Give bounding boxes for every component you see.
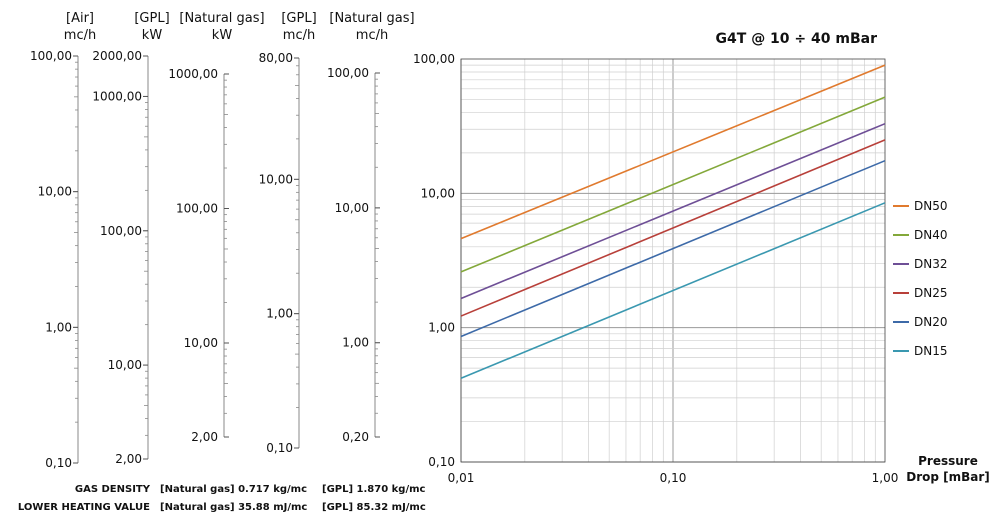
x-axis-label-line2: Drop [mBar] [906, 470, 990, 484]
x-tick-label: 1,00 [872, 471, 899, 485]
scale-tick-label: 100,00 [100, 224, 142, 238]
scale-tick-label: 2,00 [191, 430, 218, 444]
legend-item-dn15: DN15 [893, 344, 948, 358]
scale-header-unit: [GPL] [281, 11, 316, 26]
lower-heating-value-gpl: [GPL] 85.32 mJ/mc [322, 502, 426, 513]
legend-label: DN20 [914, 315, 948, 329]
scale-5: [Natural gas] mc/h 100,00 10,00 1,00 0,20 [327, 11, 415, 444]
scale-tick-label: 0,10 [266, 441, 293, 455]
series-line-dn40 [460, 96, 886, 273]
scale-tick-label: 80,00 [259, 51, 293, 65]
legend: DN50 DN40 DN32 DN25 DN20 DN15 [893, 199, 948, 358]
y-tick-label: 10,00 [421, 186, 455, 200]
scale-header-measure: kW [142, 28, 163, 43]
scale-tick-label: 10,00 [184, 336, 218, 350]
scale-tick-label: 0,10 [45, 456, 72, 470]
scale-header-measure: mc/h [356, 28, 388, 43]
series-line-dn15 [460, 202, 886, 380]
series-lines [460, 64, 886, 380]
footer: GAS DENSITY [Natural gas] 0.717 kg/mc [G… [18, 484, 426, 513]
legend-label: DN25 [914, 286, 948, 300]
legend-item-dn40: DN40 [893, 228, 948, 242]
y-tick-label: 0,10 [428, 455, 455, 469]
scale-tick-label: 1000,00 [92, 89, 142, 103]
grid [460, 59, 885, 463]
scale-tick-label: 1000,00 [168, 67, 218, 81]
series-line-dn50 [460, 64, 886, 240]
y-tick-label: 100,00 [413, 52, 455, 66]
scale-tick-label: 2000,00 [92, 49, 142, 63]
scale-header-measure: mc/h [283, 28, 315, 43]
gas-density-label: GAS DENSITY [75, 484, 151, 495]
lower-heating-value-natural-gas: [Natural gas] 35.88 mJ/mc [160, 502, 307, 513]
chart-title: G4T @ 10 ÷ 40 mBar [716, 31, 878, 47]
series-line-dn20 [460, 159, 886, 338]
x-tick-label: 0,10 [660, 471, 687, 485]
series-line-dn25 [460, 139, 886, 317]
scale-header-measure: kW [212, 28, 233, 43]
scale-tick-label: 10,00 [38, 185, 72, 199]
scale-header-unit: [Natural gas] [329, 11, 414, 26]
scale-tick-label: 100,00 [176, 201, 218, 215]
legend-item-dn25: DN25 [893, 286, 948, 300]
scale-tick-label: 2,00 [115, 452, 142, 466]
scale-tick-label: 10,00 [335, 201, 369, 215]
scale-header-unit: [Air] [66, 11, 94, 26]
legend-item-dn20: DN20 [893, 315, 948, 329]
scale-4: [GPL] mc/h 80,00 10,00 1,00 0,10 [259, 11, 317, 455]
x-tick-labels: 0,01 0,10 1,00 [448, 471, 899, 485]
scale-tick-label: 1,00 [342, 336, 369, 350]
scale-tick-label: 1,00 [266, 307, 293, 321]
legend-label: DN32 [914, 257, 948, 271]
scale-tick-label: 0,20 [342, 430, 369, 444]
x-axis-label-line1: Pressure [918, 454, 978, 468]
y-tick-labels: 100,00 10,00 1,00 0,10 [413, 52, 455, 469]
x-tick-label: 0,01 [448, 471, 475, 485]
scale-header-measure: mc/h [64, 28, 96, 43]
scale-tick-label: 100,00 [30, 49, 72, 63]
scale-tick-label: 10,00 [259, 172, 293, 186]
series-line-dn32 [460, 122, 886, 300]
legend-label: DN50 [914, 199, 948, 213]
gas-density-natural-gas: [Natural gas] 0.717 kg/mc [160, 484, 307, 495]
legend-label: DN15 [914, 344, 948, 358]
plot-area: 100,00 10,00 1,00 0,10 0,01 0,10 1,00 [413, 52, 898, 485]
legend-item-dn50: DN50 [893, 199, 948, 213]
scale-header-unit: [Natural gas] [179, 11, 264, 26]
lower-heating-value-label: LOWER HEATING VALUE [18, 502, 150, 513]
scale-3: [Natural gas] kW 1000,00 100,00 10,00 2,00 [168, 11, 264, 444]
scale-tick-label: 100,00 [327, 66, 369, 80]
legend-label: DN40 [914, 228, 948, 242]
scale-1: [Air] mc/h 100,00 10,00 1,00 0,10 [30, 11, 96, 470]
scale-tick-label: 10,00 [108, 358, 142, 372]
scale-tick-label: 1,00 [45, 320, 72, 334]
conversion-scales: [Air]mc/h100,0010,001,000,10[GPL]kW2000,… [30, 11, 415, 470]
gas-density-gpl: [GPL] 1.870 kg/mc [322, 484, 426, 495]
y-tick-label: 1,00 [428, 321, 455, 335]
scale-header-unit: [GPL] [134, 11, 169, 26]
legend-item-dn32: DN32 [893, 257, 948, 271]
plot-frame [460, 58, 886, 463]
